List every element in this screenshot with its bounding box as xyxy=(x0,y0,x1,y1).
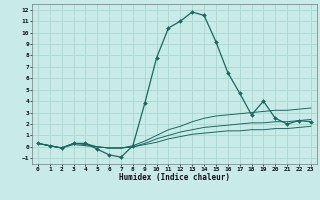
X-axis label: Humidex (Indice chaleur): Humidex (Indice chaleur) xyxy=(119,173,230,182)
